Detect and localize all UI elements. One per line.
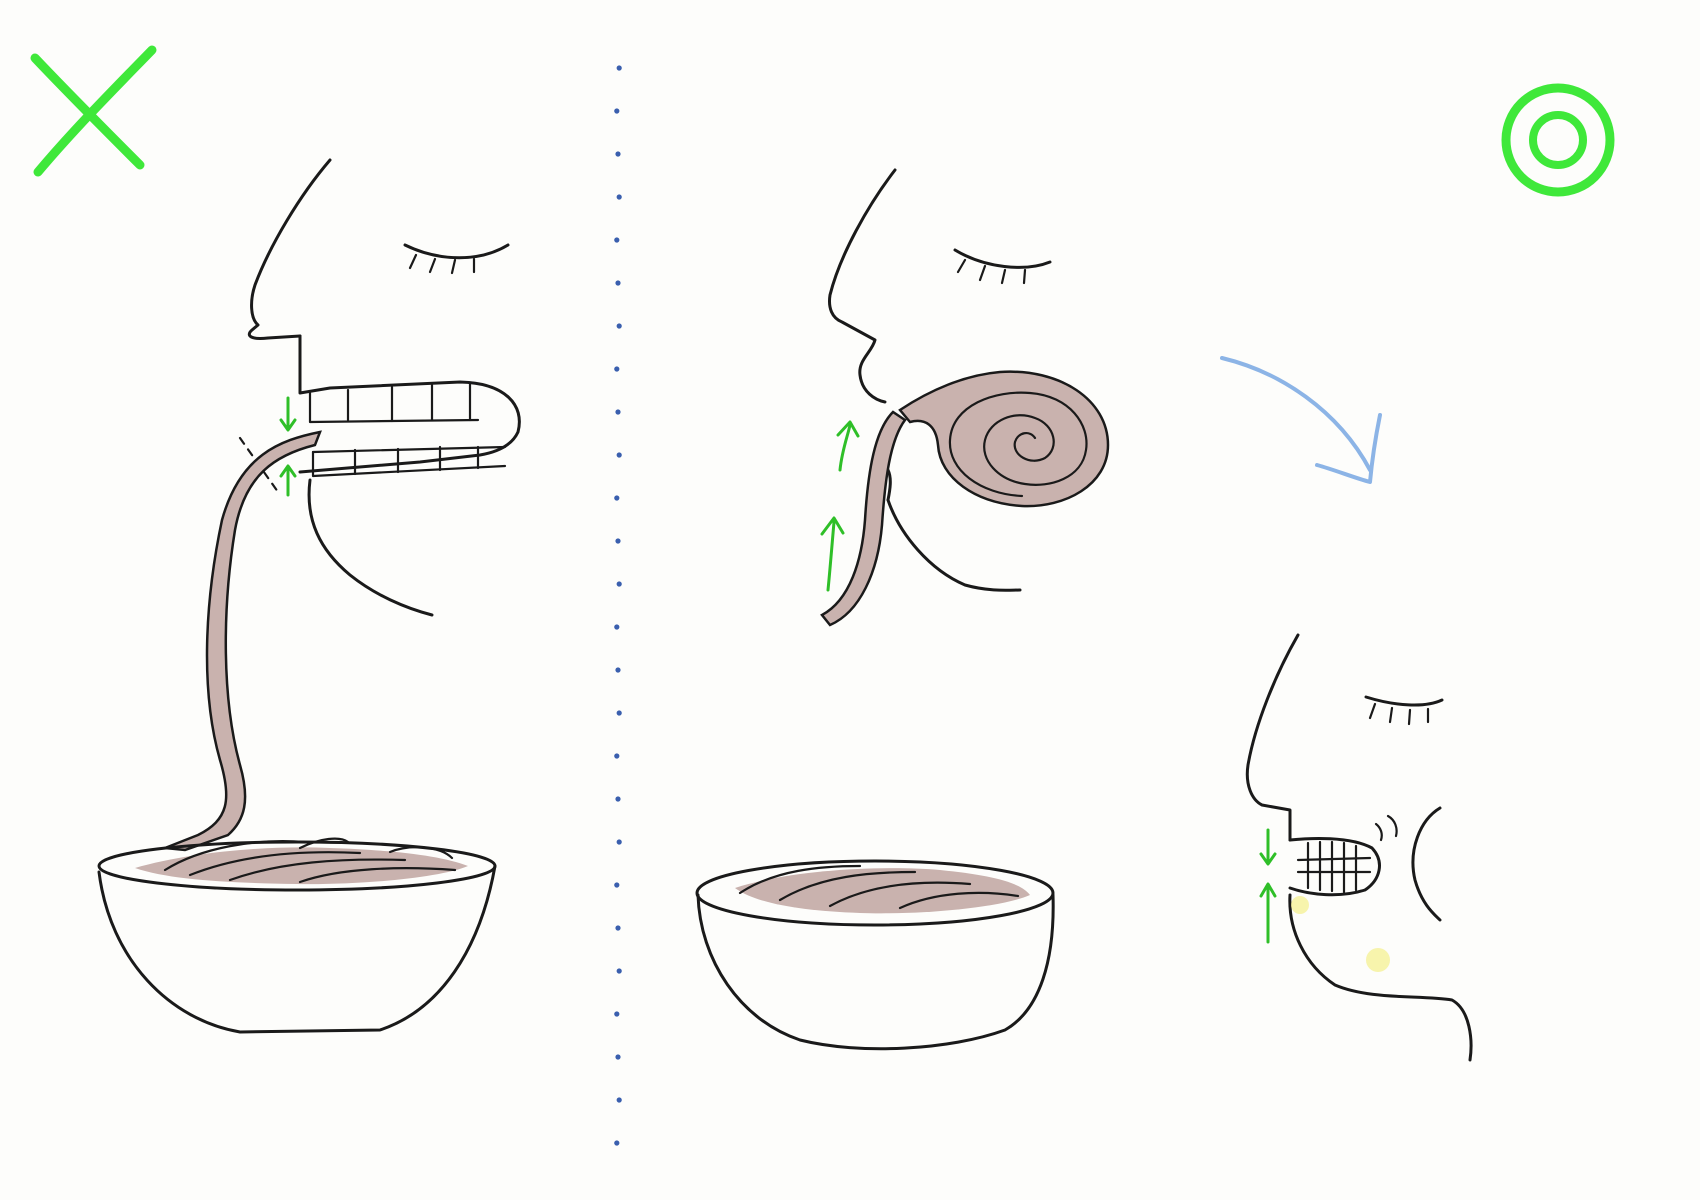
divider-dot <box>616 1097 622 1103</box>
wrong-way-panel <box>97 158 521 1034</box>
divider-dot <box>614 753 620 759</box>
divider-dot <box>614 1140 620 1146</box>
divider-dot <box>616 710 622 716</box>
divider-dot <box>615 409 621 415</box>
right-way-bite-arrows <box>1259 828 1277 944</box>
cheek-highlight <box>1291 896 1309 914</box>
right-double-circle-icon <box>1501 83 1615 197</box>
cheek-highlight <box>1366 948 1390 972</box>
divider-dot <box>616 65 622 71</box>
divider-dot <box>615 925 621 931</box>
right-way-bite-face <box>1245 633 1473 1062</box>
transition-curved-arrow-icon <box>1220 356 1382 484</box>
divider-dot <box>616 839 622 845</box>
divider-dot <box>615 538 621 544</box>
right-way-noodle-spiral <box>820 370 1110 627</box>
wrong-cross-mark-icon <box>30 45 157 177</box>
right-way-bowl <box>695 859 1055 1051</box>
divider-dot <box>615 1054 621 1060</box>
divider-dot <box>614 882 620 888</box>
wrong-way-face <box>238 158 521 617</box>
divider-dot <box>615 667 621 673</box>
divider-dot <box>616 452 622 458</box>
divider-dot <box>615 151 621 157</box>
wrong-way-noodle-strand <box>164 430 322 852</box>
wrong-way-bite-arrows <box>279 396 297 497</box>
divider-dot <box>614 237 620 243</box>
divider-dot <box>614 366 620 372</box>
divider-dot <box>615 280 621 286</box>
divider-dot <box>614 108 620 114</box>
divider-dot <box>614 624 620 630</box>
divider-dot <box>616 194 622 200</box>
divider-dot <box>614 1011 620 1017</box>
divider-dot <box>616 323 622 329</box>
right-way-panel <box>695 168 1110 1051</box>
divider-dot <box>615 796 621 802</box>
panel-divider <box>614 65 622 1146</box>
divider-dot <box>616 581 622 587</box>
wrong-way-bowl <box>97 837 497 1034</box>
divider-dot <box>616 968 622 974</box>
divider-dot <box>614 495 620 501</box>
right-way-slurp-arrows <box>820 420 860 592</box>
